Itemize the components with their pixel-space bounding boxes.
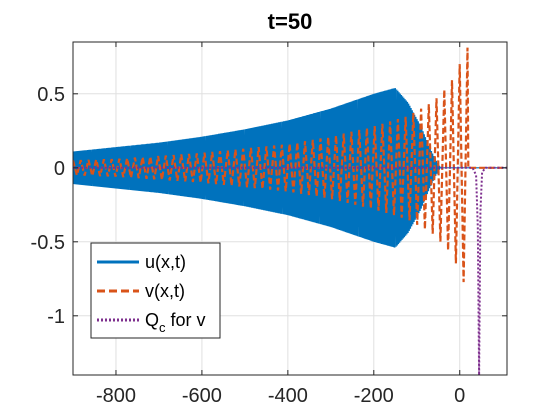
y-tick-label: 0.5 bbox=[37, 84, 65, 106]
legend-label-u: u(x,t) bbox=[145, 252, 186, 272]
legend-label-qc-main: Q bbox=[145, 310, 159, 330]
x-tick-label: -800 bbox=[96, 385, 136, 407]
x-tick-label: -200 bbox=[354, 385, 394, 407]
plot-frame bbox=[72, 41, 508, 376]
series-u-line bbox=[73, 88, 507, 248]
legend: u(x,t) v(x,t) Qc for v bbox=[90, 242, 221, 339]
x-tick-label: -600 bbox=[182, 385, 222, 407]
legend-label-v: v(x,t) bbox=[145, 281, 185, 301]
y-tick-label: -1 bbox=[47, 306, 65, 328]
y-tick-label: -0.5 bbox=[31, 232, 65, 254]
axis-ticks: -800 -600 -400 -200 0 0.5 0 -0.5 -1 bbox=[31, 42, 507, 407]
legend-label-qc-rest: for v bbox=[166, 310, 206, 330]
series-v-line bbox=[73, 47, 507, 283]
x-tick-label: -400 bbox=[268, 385, 308, 407]
x-tick-label: 0 bbox=[454, 385, 465, 407]
chart-title: t=50 bbox=[268, 9, 313, 34]
y-tick-label: 0 bbox=[54, 158, 65, 180]
legend-label-qc-sub: c bbox=[159, 320, 166, 335]
series-group bbox=[73, 47, 507, 375]
series-layer bbox=[73, 47, 507, 375]
legend-label-qc: Qc for v bbox=[145, 310, 206, 335]
